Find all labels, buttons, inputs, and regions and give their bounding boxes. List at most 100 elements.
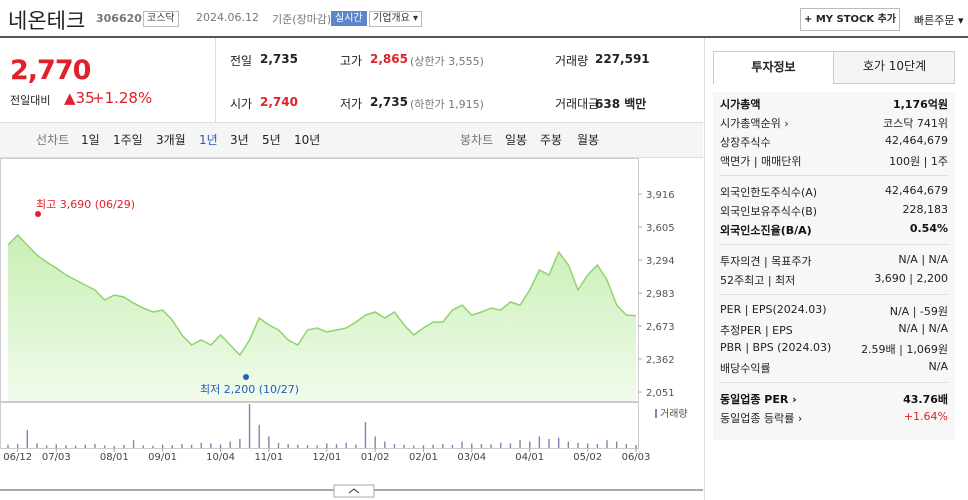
group-divider [720, 244, 948, 245]
x-tick-label: 02/01 [409, 452, 438, 463]
info-value: 3,690 | 2,200 [874, 272, 948, 285]
high-label: 최고 3,690 (06/29) [36, 198, 135, 211]
group-divider [720, 175, 948, 176]
volume-bar [384, 441, 386, 448]
volume-bar [7, 444, 9, 448]
volume-bar [615, 441, 618, 448]
volume-bar [248, 404, 251, 448]
info-value: N/A | N/A [898, 322, 948, 335]
volume-bar [190, 444, 193, 448]
scroll-button [333, 484, 375, 498]
volume-bar [55, 444, 58, 448]
info-row: 투자의견 | 목표주가 N/A | N/A [720, 253, 948, 271]
volume-bar [577, 442, 579, 448]
info-row: 동일업종 PER › 43.76배 [720, 391, 948, 409]
info-label: 동일업종 PER › [720, 393, 797, 406]
legend-swatch [655, 409, 657, 418]
y-tick-label: 3,916 [646, 190, 675, 201]
volume-bar [45, 445, 48, 448]
info-row: PBR | BPS (2024.03) 2.59배 | 1,069원 [720, 341, 948, 359]
volume-bar [413, 445, 415, 448]
y-tick-label: 2,983 [646, 289, 675, 300]
change: ▲35 [64, 89, 95, 107]
plot-frame [0, 158, 639, 402]
period-tab[interactable]: 1일 [81, 133, 100, 147]
info-row: 시가총액순위 › 코스닥 741위 [720, 115, 948, 133]
volume-bar [229, 441, 231, 448]
volume-bar [432, 444, 434, 448]
info-label: 투자의견 | 목표주가 [720, 255, 812, 268]
volume-bar [529, 441, 531, 448]
volume-bar [355, 444, 357, 448]
price: 2,770 [10, 55, 91, 86]
candle-tab[interactable]: 주봉 [540, 133, 563, 147]
x-tick-label: 03/04 [457, 452, 486, 463]
volume-bar [297, 444, 299, 448]
volume-bar [36, 443, 38, 448]
volume-bar [625, 444, 628, 448]
panel-tab[interactable]: 투자정보 [713, 51, 834, 84]
x-tick-label: 09/01 [148, 452, 177, 463]
quick-order[interactable]: 빠른주문 ▾ [914, 14, 964, 27]
info-row: 52주최고 | 최저 3,690 | 2,200 [720, 272, 948, 290]
x-tick-label: 06/03 [622, 452, 651, 463]
info-label: PER | EPS(2024.03) [720, 303, 827, 316]
volume-bar [103, 445, 106, 448]
info-label: 배당수익률 [720, 362, 771, 375]
candle-tab[interactable]: 일봉 [505, 133, 528, 147]
volume-bar [161, 444, 164, 448]
info-value: 42,464,679 [885, 134, 948, 147]
date: 2024.06.12 [196, 11, 259, 24]
x-tick-label: 05/02 [573, 452, 602, 463]
quote-value: 638 백만 [595, 97, 647, 111]
info-row: 외국인보유주식수(B) 228,183 [720, 203, 948, 221]
candle-tab-label: 봉차트 [460, 133, 494, 147]
period-tab[interactable]: 1주일 [113, 133, 143, 147]
volume-bar [171, 445, 173, 448]
period-tab[interactable]: 10년 [294, 133, 321, 147]
volume-label: 거래량 [660, 408, 688, 420]
quote-value: 2,865 [370, 52, 408, 66]
line-tab-label: 선차트 [36, 133, 70, 147]
info-row: 외국인한도주식수(A) 42,464,679 [720, 184, 948, 202]
info-value: 43.76배 [903, 393, 948, 406]
y-tick-label: 2,673 [646, 322, 675, 333]
overview-button[interactable]: 기업개요 ▾ [369, 11, 423, 27]
volume-bar [500, 442, 502, 448]
info-value: 228,183 [902, 203, 949, 216]
low-label: 최저 2,200 (10/27) [200, 383, 299, 396]
info-row: 추정PER | EPS N/A | N/A [720, 322, 948, 340]
volume-bar [635, 445, 637, 448]
volume-bar [374, 436, 376, 448]
volume-bar [132, 440, 135, 448]
volume-bar [403, 444, 405, 448]
realtime-badge: 실시간 [331, 11, 367, 26]
panel-tab[interactable]: 호가 10단계 [862, 59, 927, 73]
period-tab[interactable]: 3년 [230, 133, 249, 147]
quote-value: 227,591 [595, 52, 650, 66]
period-tab[interactable]: 1년 [199, 133, 218, 147]
volume-bar [471, 443, 473, 448]
volume-bar [519, 440, 521, 448]
period-tab[interactable]: 5년 [262, 133, 281, 147]
info-row: 배당수익률 N/A [720, 360, 948, 378]
quote-label: 거래량 [555, 54, 589, 68]
candle-tab[interactable]: 월봉 [577, 133, 600, 147]
info-label: 상장주식수 [720, 136, 771, 149]
quote-note: (상한가 3,555) [410, 55, 484, 68]
volume-bar [586, 443, 589, 448]
period-tab[interactable]: 3개월 [156, 133, 186, 147]
volume-bar [65, 445, 67, 448]
group-divider [720, 382, 948, 383]
volume-bar [345, 442, 347, 448]
mystock-button[interactable]: + MY STOCK 추가 [800, 8, 900, 31]
stock-code: 306620 [96, 12, 142, 25]
high-dot [35, 211, 41, 217]
quote-note: (하한가 1,915) [410, 98, 484, 111]
info-label: 외국인보유주식수(B) [720, 205, 818, 218]
info-value: N/A [928, 360, 948, 373]
low-dot [243, 374, 249, 380]
info-label: 시가총액순위 › [720, 117, 789, 130]
change-value: 35 [75, 89, 95, 107]
info-value: 1,176억원 [892, 98, 948, 111]
